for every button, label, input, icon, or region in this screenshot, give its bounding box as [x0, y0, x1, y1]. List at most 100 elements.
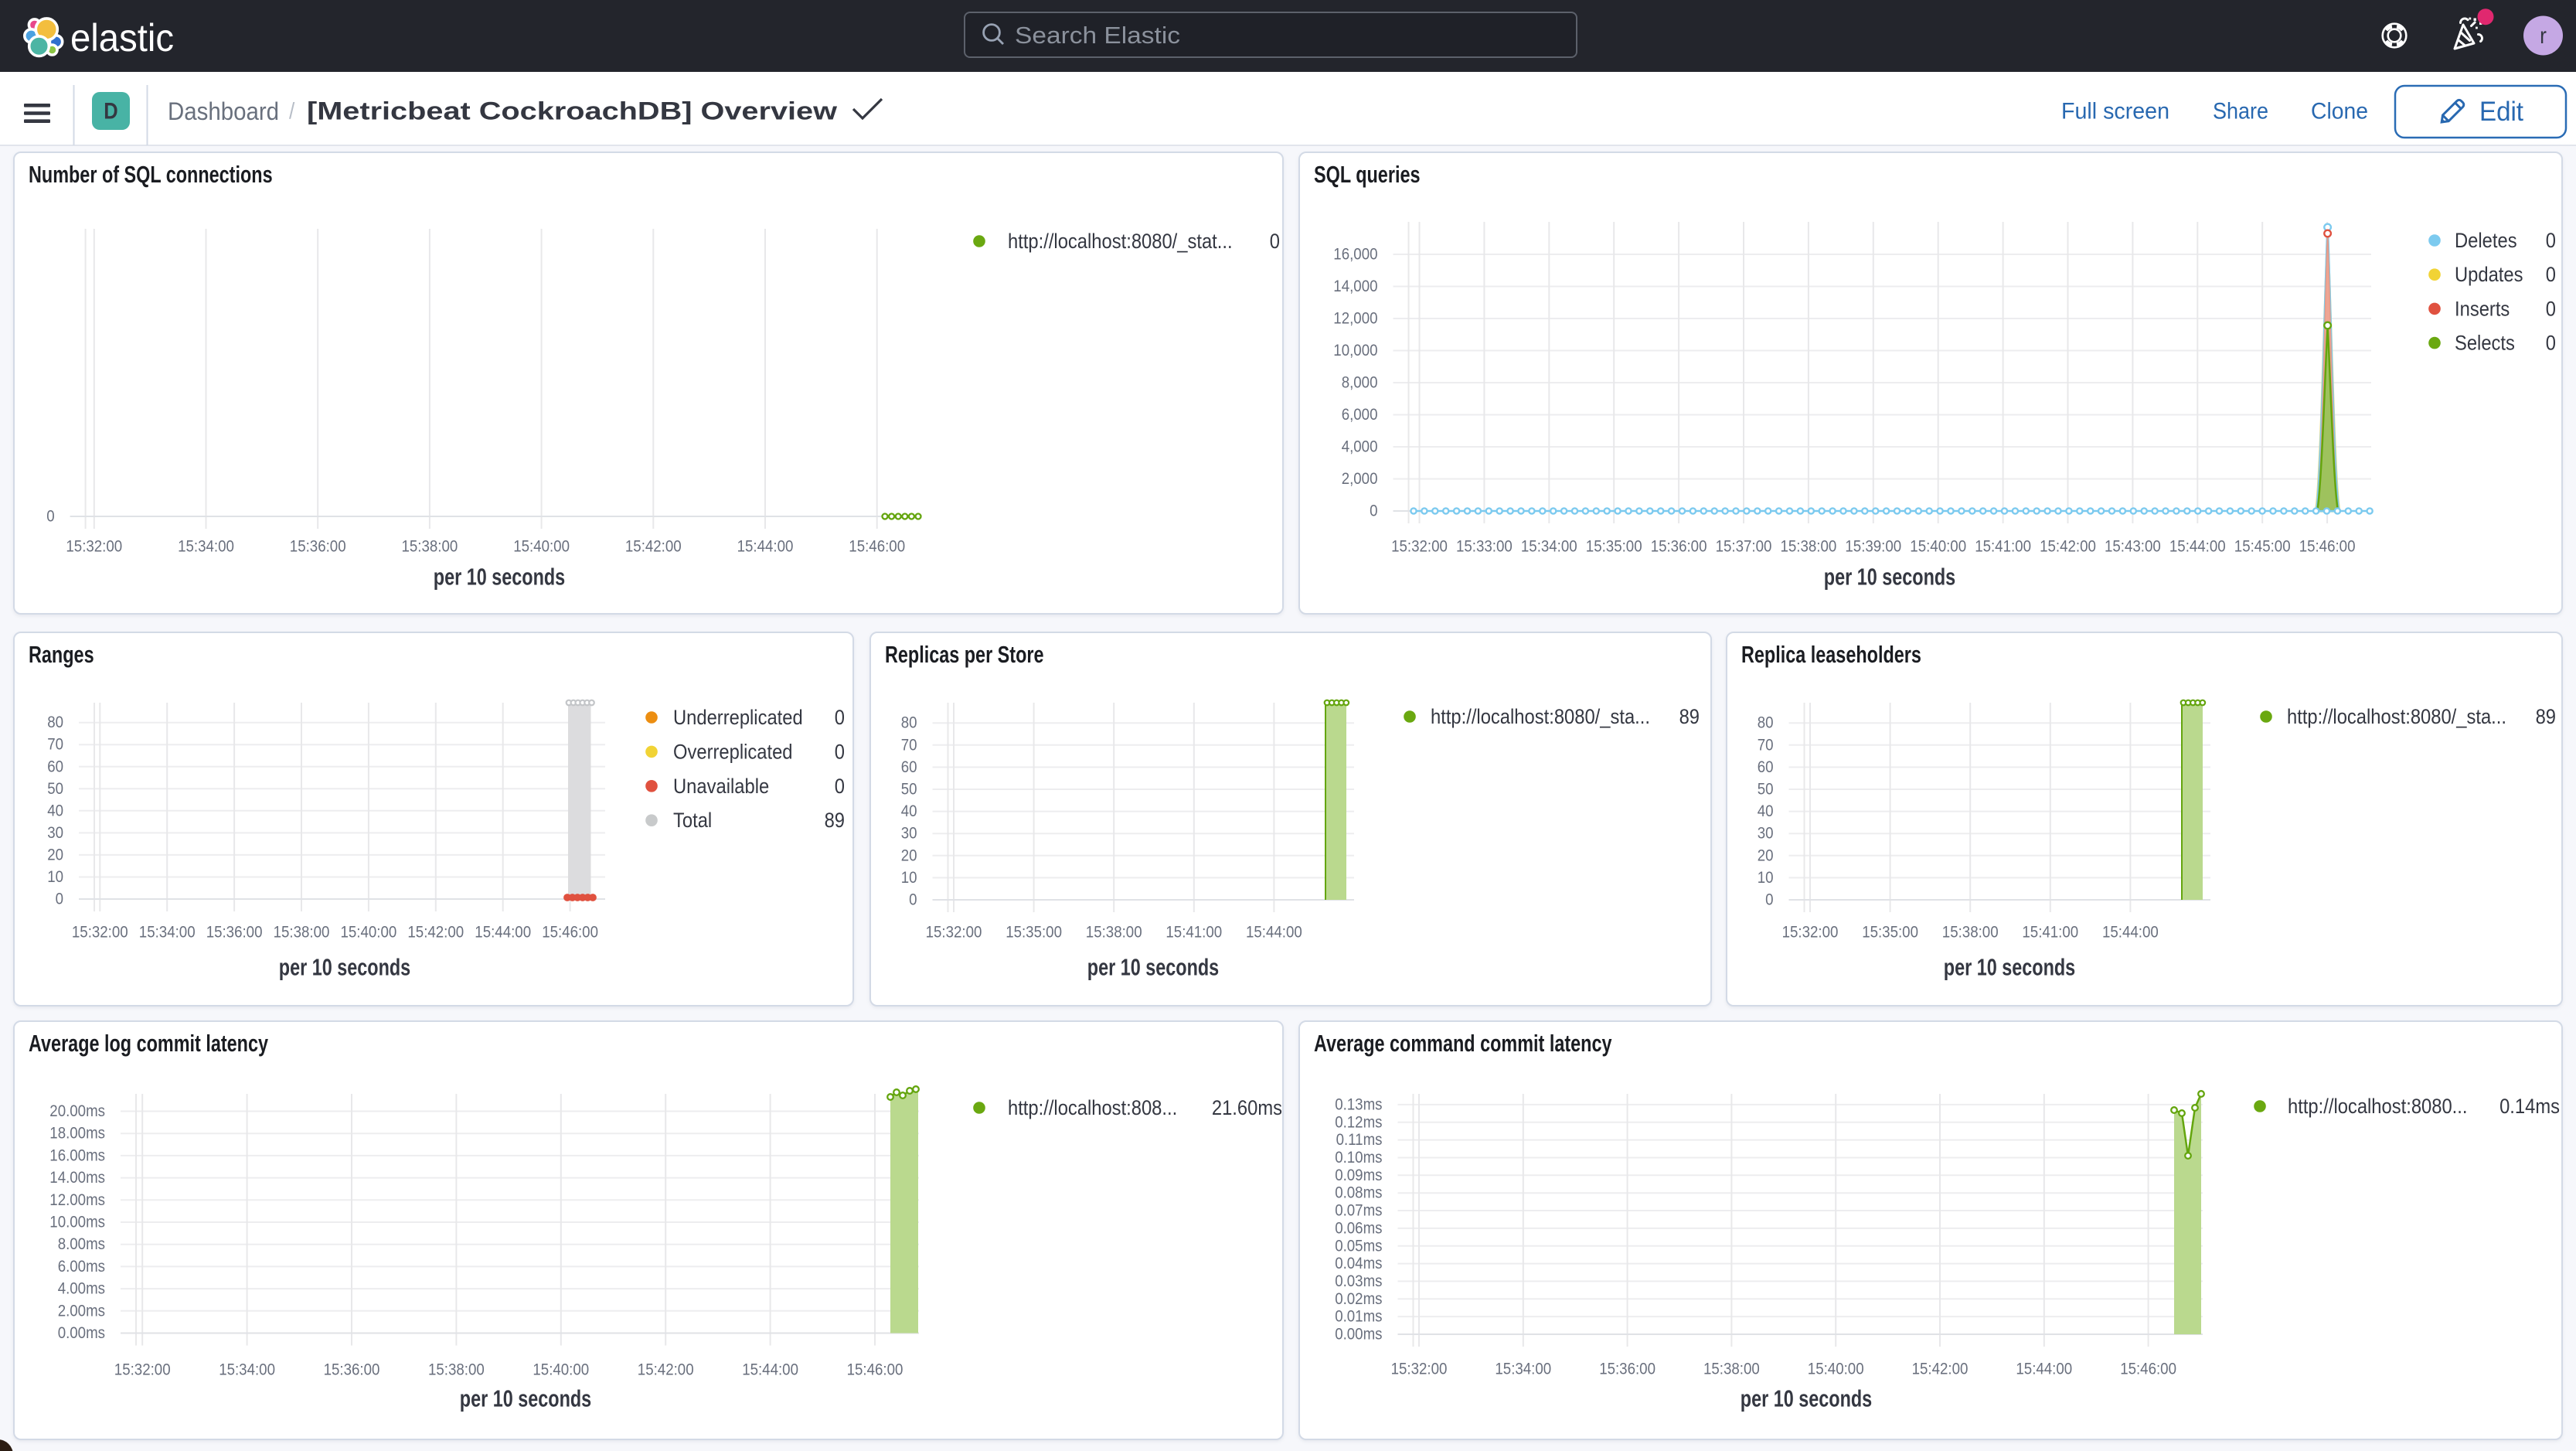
svg-text:15:43:00: 15:43:00 [2105, 538, 2161, 556]
svg-text:15:35:00: 15:35:00 [1586, 538, 1642, 556]
svg-text:70: 70 [47, 736, 63, 754]
svg-text:15:41:00: 15:41:00 [1975, 538, 2031, 556]
svg-text:21.60ms: 21.60ms [1212, 1096, 1282, 1119]
svg-text:20: 20 [47, 846, 63, 863]
svg-text:10: 10 [1758, 869, 1774, 887]
svg-text:0: 0 [1765, 891, 1773, 909]
svg-text:15:40:00: 15:40:00 [513, 538, 570, 556]
svg-text:15:32:00: 15:32:00 [1782, 924, 1839, 942]
svg-text:30: 30 [47, 824, 63, 842]
svg-text:Average log commit latency: Average log commit latency [29, 1030, 269, 1057]
svg-text:elastic: elastic [70, 16, 174, 60]
svg-text:0.04ms: 0.04ms [1335, 1255, 1382, 1272]
svg-text:15:38:00: 15:38:00 [1781, 538, 1837, 556]
svg-text:Share: Share [2213, 99, 2268, 124]
svg-text:20: 20 [1758, 846, 1774, 864]
svg-text:http://localhost:8080...: http://localhost:8080... [2288, 1095, 2468, 1118]
svg-text:0.01ms: 0.01ms [1335, 1308, 1382, 1326]
svg-text:15:38:00: 15:38:00 [402, 538, 458, 556]
svg-text:Dashboard: Dashboard [168, 97, 279, 125]
svg-text:10.00ms: 10.00ms [49, 1214, 105, 1231]
svg-text:15:46:00: 15:46:00 [849, 538, 905, 556]
svg-text:40: 40 [47, 802, 63, 819]
svg-text:6.00ms: 6.00ms [58, 1258, 105, 1276]
svg-text:per 10 seconds: per 10 seconds [279, 954, 410, 981]
svg-text:Search Elastic: Search Elastic [1015, 22, 1180, 49]
svg-text:Replica leaseholders: Replica leaseholders [1741, 641, 1921, 668]
svg-text:50: 50 [1758, 781, 1774, 799]
svg-text:15:35:00: 15:35:00 [1862, 924, 1918, 942]
svg-text:2.00ms: 2.00ms [58, 1302, 105, 1320]
svg-text:89: 89 [825, 809, 845, 832]
svg-text:15:33:00: 15:33:00 [1456, 538, 1513, 556]
svg-text:SQL queries: SQL queries [1314, 161, 1421, 188]
svg-text:15:42:00: 15:42:00 [1912, 1361, 1969, 1378]
svg-text:8.00ms: 8.00ms [58, 1235, 105, 1253]
svg-text:80: 80 [901, 714, 917, 732]
svg-text:15:46:00: 15:46:00 [847, 1361, 903, 1379]
svg-text:15:42:00: 15:42:00 [638, 1361, 694, 1379]
svg-text:50: 50 [47, 780, 63, 798]
svg-text:r: r [2540, 23, 2547, 49]
svg-text:per 10 seconds: per 10 seconds [434, 564, 565, 591]
svg-text:70: 70 [1758, 736, 1774, 754]
svg-text:89: 89 [1679, 705, 1700, 728]
svg-text:15:34:00: 15:34:00 [219, 1361, 275, 1379]
svg-text:40: 40 [901, 802, 917, 820]
svg-text:15:44:00: 15:44:00 [475, 924, 531, 942]
svg-text:Selects: Selects [2455, 332, 2515, 355]
svg-text:15:44:00: 15:44:00 [2102, 924, 2159, 942]
svg-text:15:38:00: 15:38:00 [274, 924, 330, 942]
svg-text:80: 80 [1758, 714, 1774, 732]
svg-text:Replicas per Store: Replicas per Store [885, 641, 1044, 668]
svg-text:Number of SQL connections: Number of SQL connections [29, 161, 273, 188]
svg-text:/: / [289, 99, 295, 124]
svg-text:15:38:00: 15:38:00 [1942, 924, 1999, 942]
svg-text:0.02ms: 0.02ms [1335, 1290, 1382, 1308]
svg-text:4,000: 4,000 [1342, 438, 1378, 456]
svg-text:20.00ms: 20.00ms [49, 1102, 105, 1120]
svg-text:15:36:00: 15:36:00 [1651, 538, 1707, 556]
svg-text:10: 10 [901, 869, 917, 887]
svg-text:0: 0 [1370, 502, 1377, 520]
svg-text:per 10 seconds: per 10 seconds [1087, 954, 1219, 981]
svg-text:60: 60 [901, 758, 917, 776]
svg-text:15:36:00: 15:36:00 [206, 924, 263, 942]
svg-text:15:46:00: 15:46:00 [2299, 538, 2356, 556]
svg-text:15:36:00: 15:36:00 [324, 1361, 380, 1379]
svg-text:14.00ms: 14.00ms [49, 1169, 105, 1187]
svg-text:8,000: 8,000 [1342, 374, 1378, 392]
svg-text:12,000: 12,000 [1333, 310, 1377, 328]
svg-text:15:38:00: 15:38:00 [1703, 1361, 1760, 1378]
svg-text:0: 0 [46, 508, 54, 526]
svg-text:0: 0 [835, 740, 845, 763]
svg-text:4.00ms: 4.00ms [58, 1280, 105, 1298]
svg-text:15:32:00: 15:32:00 [72, 924, 128, 942]
svg-text:15:42:00: 15:42:00 [625, 538, 682, 556]
svg-text:16,000: 16,000 [1333, 246, 1377, 264]
svg-text:D: D [104, 99, 117, 124]
svg-text:Edit: Edit [2479, 97, 2523, 127]
svg-text:0: 0 [2546, 332, 2556, 355]
svg-text:0: 0 [909, 891, 917, 909]
svg-text:10: 10 [47, 868, 63, 886]
svg-text:15:40:00: 15:40:00 [1808, 1361, 1864, 1378]
svg-text:0.14ms: 0.14ms [2499, 1095, 2560, 1118]
svg-text:15:39:00: 15:39:00 [1845, 538, 1901, 556]
svg-text:0: 0 [2546, 229, 2556, 252]
svg-text:Full screen: Full screen [2061, 99, 2169, 124]
svg-text:15:34:00: 15:34:00 [139, 924, 196, 942]
svg-text:15:35:00: 15:35:00 [1006, 924, 1062, 942]
svg-text:15:32:00: 15:32:00 [1391, 538, 1448, 556]
svg-text:0.05ms: 0.05ms [1335, 1237, 1382, 1255]
svg-text:0: 0 [835, 775, 845, 798]
svg-text:80: 80 [47, 714, 63, 731]
svg-text:15:44:00: 15:44:00 [2016, 1361, 2072, 1378]
svg-text:Deletes: Deletes [2455, 229, 2517, 252]
svg-text:15:34:00: 15:34:00 [1495, 1361, 1551, 1378]
svg-text:per 10 seconds: per 10 seconds [1824, 564, 1955, 591]
svg-text:15:34:00: 15:34:00 [178, 538, 234, 556]
svg-text:0: 0 [1270, 230, 1280, 253]
svg-text:16.00ms: 16.00ms [49, 1146, 105, 1164]
svg-text:15:44:00: 15:44:00 [737, 538, 794, 556]
